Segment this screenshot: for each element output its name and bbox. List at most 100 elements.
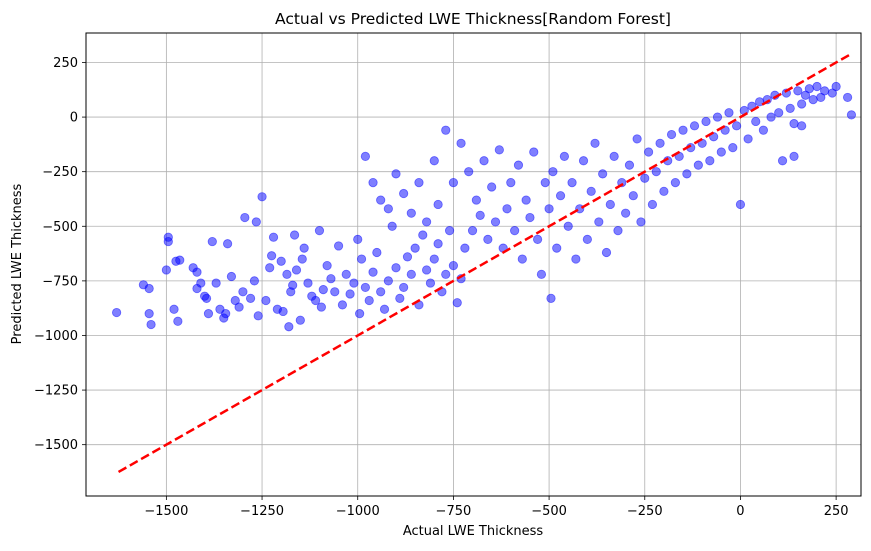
scatter-point <box>831 81 841 92</box>
scatter-point <box>211 278 221 288</box>
y-axis-label: Predicted LWE Thickness <box>10 183 25 344</box>
scatter-point <box>226 271 237 282</box>
scatter-point <box>261 295 271 306</box>
scatter-point <box>785 103 795 113</box>
scatter-point <box>251 217 261 227</box>
scatter-point <box>418 230 428 240</box>
scatter-point <box>341 269 351 279</box>
scatter-point <box>666 129 677 140</box>
x-tick-label: −250 <box>627 504 663 519</box>
scatter-points <box>112 81 857 332</box>
scatter-point <box>402 252 413 262</box>
x-tick-label: −500 <box>531 504 567 519</box>
scatter-point <box>376 287 386 297</box>
scatter-point <box>701 116 711 127</box>
scatter-point <box>395 293 405 303</box>
y-tick-label: −1250 <box>34 384 78 399</box>
scatter-point <box>360 282 370 293</box>
scatter-point <box>582 234 592 244</box>
scatter-point <box>406 269 416 279</box>
scatter-point <box>494 145 504 155</box>
scatter-point <box>563 221 573 231</box>
y-tick-label: −250 <box>42 165 78 180</box>
scatter-point <box>245 293 256 303</box>
scatter-point <box>598 169 608 179</box>
scatter-point <box>636 217 646 227</box>
scatter-point <box>647 199 658 210</box>
scatter-point <box>613 226 623 236</box>
scatter-point <box>267 251 277 261</box>
scatter-point <box>510 226 520 236</box>
scatter-point <box>643 147 654 157</box>
scatter-point <box>601 247 612 258</box>
scatter-point <box>337 300 348 310</box>
scatter-point <box>774 108 784 118</box>
scatter-point <box>529 147 539 157</box>
scatter-point <box>175 255 185 265</box>
scatter-point <box>693 160 703 170</box>
scatter-point <box>316 302 326 312</box>
scatter-point <box>146 319 156 330</box>
scatter-point <box>399 282 409 293</box>
scatter-point <box>265 263 275 273</box>
scatter-point <box>751 116 761 127</box>
scatter-point <box>356 254 367 264</box>
scatter-point <box>368 267 378 277</box>
scatter-point <box>689 121 700 131</box>
scatter-point <box>207 236 217 247</box>
scatter-point <box>670 178 680 188</box>
x-tick-label: 250 <box>824 504 849 519</box>
scatter-point <box>221 309 231 319</box>
scatter-point <box>169 304 179 314</box>
scatter-point <box>268 232 279 242</box>
scatter-point <box>276 256 286 266</box>
scatter-point <box>360 151 370 161</box>
scatter-point <box>475 210 485 220</box>
scatter-point <box>311 295 321 306</box>
scatter-point <box>567 178 577 188</box>
scatter-point <box>552 243 562 253</box>
scatter-point <box>295 315 305 325</box>
scatter-point <box>441 125 451 135</box>
scatter-point <box>391 169 401 179</box>
scatter-point <box>238 287 248 297</box>
scatter-point <box>628 191 638 201</box>
y-axis-ticks: −1500 −1250 −1000 −750 −500 −250 0 250 <box>34 56 86 453</box>
scatter-point <box>144 309 154 319</box>
scatter-point <box>353 234 363 244</box>
scatter-point <box>812 81 822 92</box>
scatter-point <box>201 293 212 303</box>
scatter-point <box>234 302 244 312</box>
scatter-point <box>578 156 589 166</box>
scatter-point <box>456 138 466 148</box>
scatter-point <box>163 232 173 242</box>
scatter-point <box>594 217 604 227</box>
scatter-point <box>383 276 393 286</box>
x-axis-ticks: −1500 −1250 −1000 −750 −500 −250 0 250 <box>144 496 849 519</box>
scatter-point <box>452 298 462 308</box>
scatter-point <box>621 208 631 218</box>
scatter-point <box>422 265 432 275</box>
scatter-point <box>464 167 474 177</box>
scatter-point <box>544 204 554 214</box>
scatter-point <box>192 267 202 277</box>
scatter-point <box>441 269 451 279</box>
scatter-point <box>345 289 355 299</box>
scatter-point <box>808 95 818 105</box>
scatter-point <box>502 204 512 214</box>
chart-title: Actual vs Predicted LWE Thickness[Random… <box>275 10 671 28</box>
scatter-point <box>326 274 336 284</box>
scatter-point <box>659 186 669 196</box>
y-tick-label: −1000 <box>34 329 78 344</box>
scatter-point <box>289 230 300 240</box>
scatter-point <box>483 234 493 244</box>
scatter-point <box>278 306 288 317</box>
scatter-point <box>586 186 596 196</box>
scatter-point <box>655 138 665 148</box>
scatter-point <box>144 283 154 294</box>
scatter-point <box>513 160 524 170</box>
scatter-point <box>364 295 374 306</box>
scatter-point <box>846 110 857 120</box>
scatter-point <box>318 285 328 295</box>
